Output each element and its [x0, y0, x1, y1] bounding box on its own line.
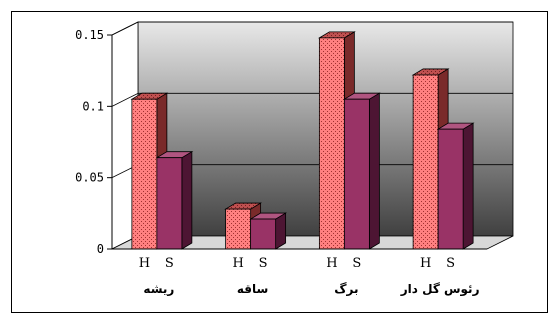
y-tick-label: 0.15: [75, 28, 104, 42]
gridline-side: [111, 92, 139, 107]
category-label: رئوس گل دار: [400, 282, 480, 297]
y-tick-label: 0.05: [75, 171, 104, 185]
series-label: H: [326, 256, 337, 271]
category-label: ساقه: [237, 282, 268, 296]
bar-s: [437, 128, 464, 250]
series-label: S: [352, 256, 361, 271]
bar-side: [181, 150, 193, 250]
bar-h: [412, 74, 439, 250]
chart-frame: 0 0.05 0.1 0.15 H S ریشه H S ساقه H S برگ H S رئوس گل د…: [11, 11, 548, 313]
bar-h: [225, 208, 252, 250]
bar-h: [131, 98, 158, 250]
y-tick-label: 0.1: [82, 99, 104, 113]
category-label: برگ: [334, 281, 358, 296]
series-label: S: [165, 256, 174, 271]
series-label: H: [139, 256, 150, 271]
y-tick-label: 0: [97, 242, 104, 256]
series-label: H: [232, 256, 243, 271]
series-label: S: [446, 256, 455, 271]
series-label: H: [420, 256, 431, 271]
category-label: ریشه: [143, 282, 174, 296]
bar-s: [156, 157, 183, 250]
bar-side: [368, 92, 380, 250]
bar-side: [462, 122, 474, 250]
gridline-side: [111, 21, 139, 36]
series-label: S: [259, 256, 268, 271]
bar-s: [343, 98, 370, 250]
bar-h: [318, 37, 345, 250]
bar-s: [250, 218, 277, 250]
